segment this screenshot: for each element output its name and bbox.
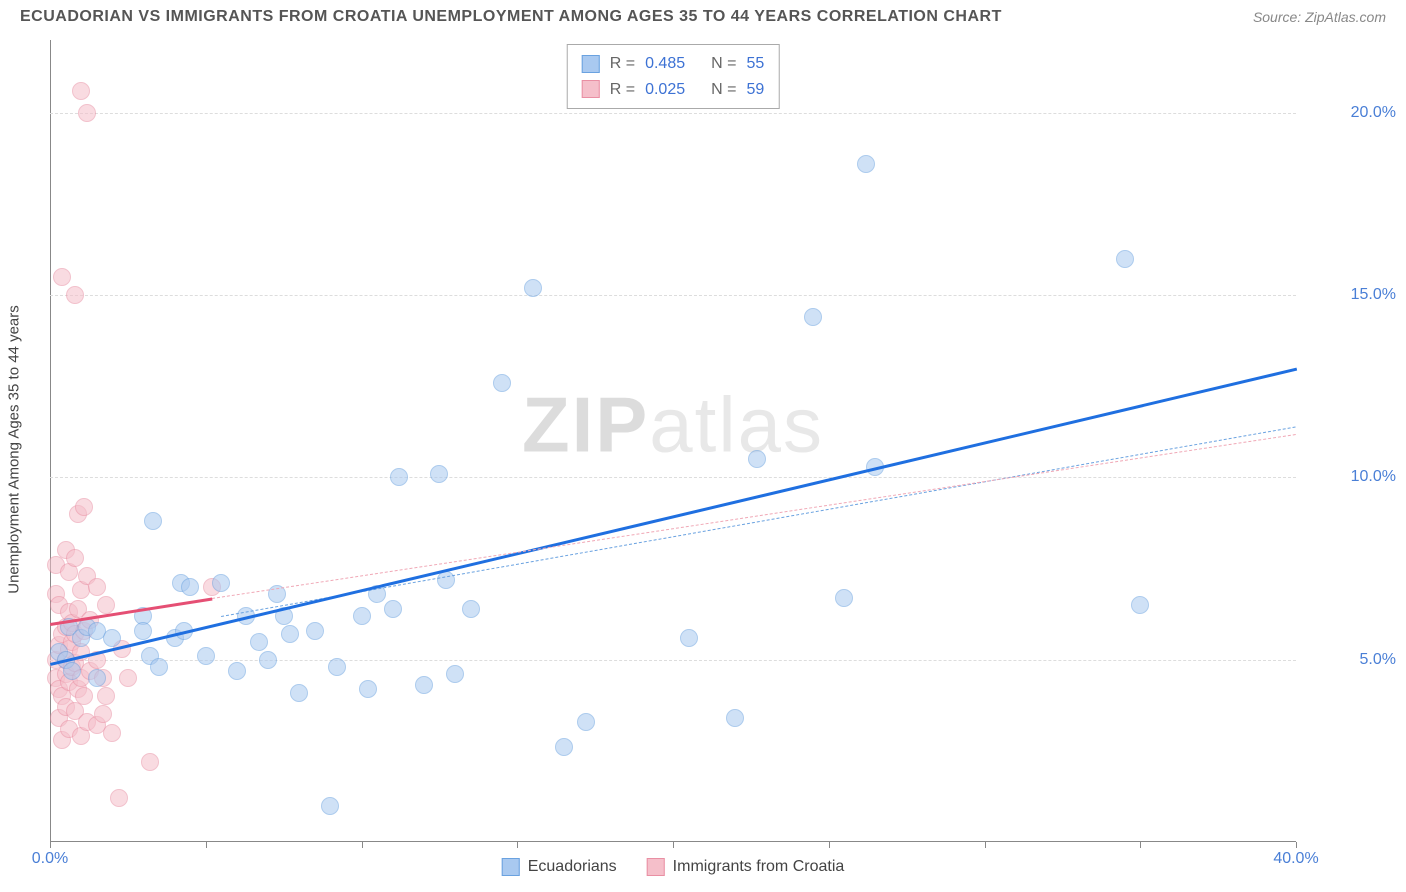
legend-stats: R = 0.485 N = 55 R = 0.025 N = 59 <box>567 44 780 109</box>
x-tick <box>517 842 518 848</box>
x-tick <box>985 842 986 848</box>
x-tick-label: 0.0% <box>32 850 68 868</box>
legend-swatch <box>647 858 665 876</box>
x-tick <box>1140 842 1141 848</box>
data-point <box>97 687 115 705</box>
data-point <box>63 662 81 680</box>
data-point <box>66 286 84 304</box>
data-point <box>748 450 766 468</box>
legend-n-label: N = <box>711 51 736 77</box>
legend-stats-row: R = 0.025 N = 59 <box>582 77 765 103</box>
data-point <box>1131 596 1149 614</box>
data-point <box>493 374 511 392</box>
data-point <box>103 629 121 647</box>
legend-series-item: Immigrants from Croatia <box>647 858 845 876</box>
data-point <box>390 468 408 486</box>
data-point <box>415 676 433 694</box>
x-tick <box>673 842 674 848</box>
data-point <box>228 662 246 680</box>
data-point <box>66 549 84 567</box>
data-point <box>134 622 152 640</box>
data-point <box>281 625 299 643</box>
data-point <box>430 465 448 483</box>
data-point <box>119 669 137 687</box>
legend-swatch <box>582 80 600 98</box>
data-point <box>88 669 106 687</box>
data-point <box>359 680 377 698</box>
data-point <box>555 738 573 756</box>
legend-series-label: Ecuadorians <box>528 858 617 876</box>
data-point <box>94 705 112 723</box>
legend-series-item: Ecuadorians <box>502 858 617 876</box>
legend-r-label: R = <box>610 51 635 77</box>
y-axis-label: Unemployment Among Ages 35 to 44 years <box>6 305 23 594</box>
data-point <box>181 578 199 596</box>
legend-swatch <box>502 858 520 876</box>
data-point <box>446 665 464 683</box>
data-point <box>144 512 162 530</box>
data-point <box>328 658 346 676</box>
x-tick <box>50 842 51 848</box>
data-point <box>835 589 853 607</box>
data-point <box>290 684 308 702</box>
data-point <box>197 647 215 665</box>
data-point <box>857 155 875 173</box>
x-tick <box>362 842 363 848</box>
y-tick-label: 15.0% <box>1306 286 1396 304</box>
source-label: Source: ZipAtlas.com <box>1253 9 1386 25</box>
data-point <box>250 633 268 651</box>
data-point <box>353 607 371 625</box>
data-point <box>212 574 230 592</box>
x-tick <box>829 842 830 848</box>
legend-r-value: 0.485 <box>645 51 685 77</box>
legend-n-label: N = <box>711 77 736 103</box>
header: ECUADORIAN VS IMMIGRANTS FROM CROATIA UN… <box>0 0 1406 30</box>
legend-n-value: 55 <box>746 51 764 77</box>
legend-series-label: Immigrants from Croatia <box>673 858 845 876</box>
data-point <box>78 104 96 122</box>
data-point <box>726 709 744 727</box>
data-point <box>259 651 277 669</box>
gridline <box>50 477 1296 478</box>
y-tick-label: 10.0% <box>1306 468 1396 486</box>
data-point <box>110 789 128 807</box>
data-point <box>1116 250 1134 268</box>
data-point <box>804 308 822 326</box>
chart: Unemployment Among Ages 35 to 44 years Z… <box>50 40 1296 842</box>
data-point <box>384 600 402 618</box>
legend-stats-row: R = 0.485 N = 55 <box>582 51 765 77</box>
data-point <box>75 498 93 516</box>
data-point <box>321 797 339 815</box>
data-point <box>141 753 159 771</box>
x-tick <box>206 842 207 848</box>
gridline <box>50 660 1296 661</box>
watermark: ZIPatlas <box>522 379 824 470</box>
data-point <box>306 622 324 640</box>
data-point <box>72 82 90 100</box>
data-point <box>97 596 115 614</box>
chart-title: ECUADORIAN VS IMMIGRANTS FROM CROATIA UN… <box>20 8 1002 26</box>
legend-r-value: 0.025 <box>645 77 685 103</box>
trend-line <box>50 368 1297 666</box>
gridline <box>50 113 1296 114</box>
legend-swatch <box>582 55 600 73</box>
data-point <box>150 658 168 676</box>
gridline <box>50 295 1296 296</box>
x-tick-label: 40.0% <box>1273 850 1318 868</box>
data-point <box>53 268 71 286</box>
data-point <box>462 600 480 618</box>
legend-series: Ecuadorians Immigrants from Croatia <box>502 858 845 876</box>
legend-n-value: 59 <box>746 77 764 103</box>
legend-r-label: R = <box>610 77 635 103</box>
data-point <box>103 724 121 742</box>
data-point <box>524 279 542 297</box>
data-point <box>88 578 106 596</box>
data-point <box>577 713 595 731</box>
y-tick-label: 5.0% <box>1306 651 1396 669</box>
x-tick <box>1296 842 1297 848</box>
data-point <box>75 687 93 705</box>
data-point <box>680 629 698 647</box>
plot-area: ZIPatlas 5.0%10.0%15.0%20.0%0.0%40.0% <box>50 40 1296 842</box>
y-tick-label: 20.0% <box>1306 104 1396 122</box>
